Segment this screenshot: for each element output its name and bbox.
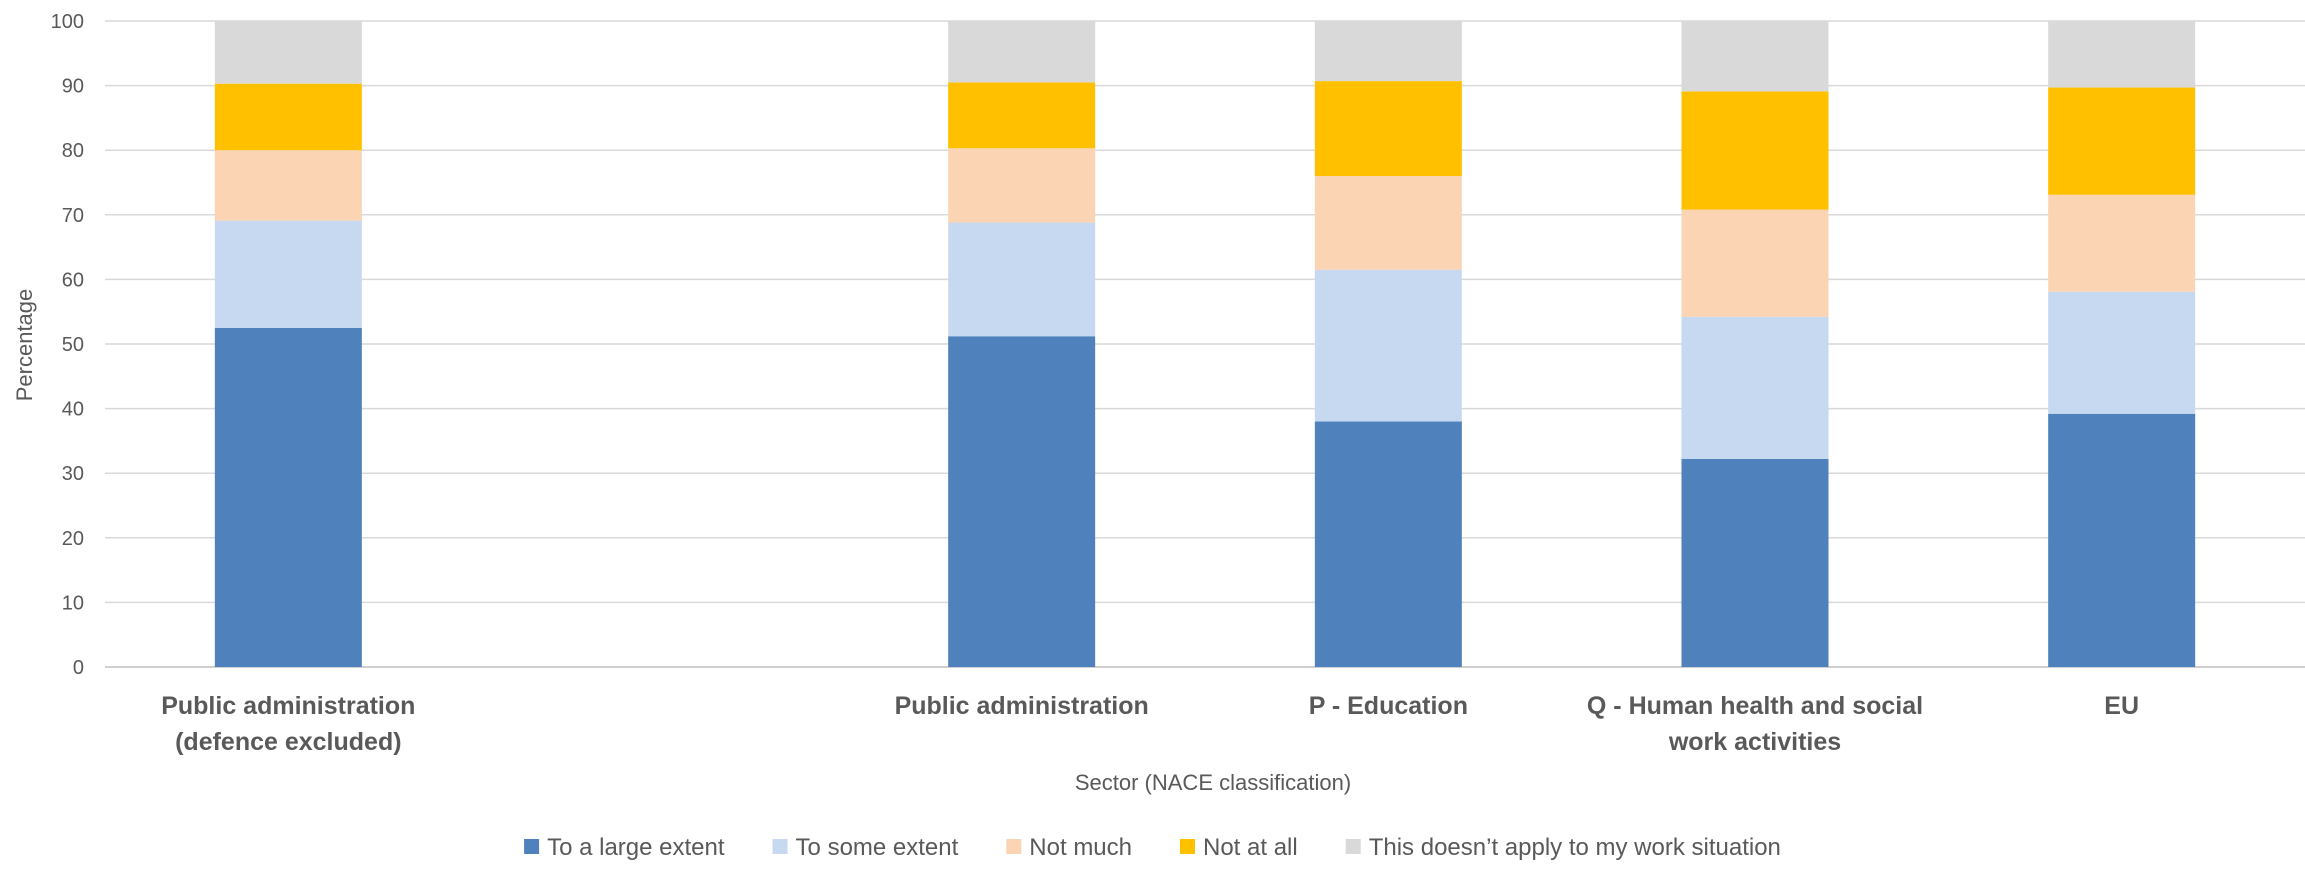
legend-label: Not much bbox=[1029, 834, 1132, 861]
bar-segment bbox=[1315, 176, 1462, 270]
bar-segment bbox=[215, 21, 362, 84]
x-axis-title: Sector (NACE classification) bbox=[1075, 770, 1351, 795]
bar-segment bbox=[2048, 292, 2195, 414]
bar-segment bbox=[1682, 21, 1829, 91]
x-category-label: EU bbox=[2104, 692, 2139, 720]
bar-segment bbox=[1315, 81, 1462, 176]
bar-segment bbox=[2048, 414, 2195, 667]
bar-segment bbox=[1682, 210, 1829, 317]
bar-segment bbox=[948, 223, 1095, 337]
y-tick-label: 40 bbox=[62, 399, 84, 421]
bar-segment bbox=[948, 21, 1095, 82]
legend-swatch bbox=[524, 839, 539, 854]
y-tick-label: 0 bbox=[73, 657, 84, 679]
bar-segment bbox=[1315, 21, 1462, 81]
y-tick-label: 30 bbox=[62, 463, 84, 485]
x-category-label: P - Education bbox=[1309, 692, 1468, 720]
y-tick-label: 80 bbox=[62, 140, 84, 162]
gridlines bbox=[105, 21, 2305, 667]
legend-swatch bbox=[1180, 839, 1195, 854]
y-tick-label: 70 bbox=[62, 205, 84, 227]
bar-segment bbox=[948, 148, 1095, 222]
legend: To a large extent To some extent Not much N… bbox=[524, 834, 1781, 861]
y-tick-label: 100 bbox=[51, 11, 84, 33]
bar-segment bbox=[1682, 459, 1829, 667]
y-tick-label: 20 bbox=[62, 528, 84, 550]
bar-segment bbox=[215, 328, 362, 667]
x-category-label: Public administration (defence excluded) bbox=[161, 692, 415, 756]
bar-segment bbox=[1315, 422, 1462, 667]
legend-swatch bbox=[1346, 839, 1361, 854]
legend-label: This doesn’t apply to my work situation bbox=[1369, 834, 1781, 861]
bar-segment bbox=[2048, 88, 2195, 195]
legend-label: Not at all bbox=[1203, 834, 1298, 861]
bar-segment bbox=[215, 150, 362, 220]
legend-swatch bbox=[773, 839, 788, 854]
legend-swatch bbox=[1006, 839, 1021, 854]
bar-segment bbox=[215, 221, 362, 328]
y-axis-title: Percentage bbox=[12, 289, 37, 402]
bar-segment bbox=[2048, 21, 2195, 88]
y-tick-label: 10 bbox=[62, 592, 84, 614]
bar-segment bbox=[948, 336, 1095, 667]
legend-label: To some extent bbox=[796, 834, 959, 861]
bar-segment bbox=[948, 82, 1095, 148]
bar-segment bbox=[2048, 195, 2195, 292]
bar-segment bbox=[1682, 91, 1829, 209]
bar-segment bbox=[215, 84, 362, 151]
bar-segment bbox=[1315, 270, 1462, 422]
y-tick-label: 60 bbox=[62, 269, 84, 291]
y-tick-label: 90 bbox=[62, 76, 84, 98]
x-category-label: Public administration bbox=[895, 692, 1149, 720]
x-category-label: Q - Human health and social work activiti… bbox=[1587, 692, 1923, 756]
legend-label: To a large extent bbox=[547, 834, 725, 861]
bar-segment bbox=[1682, 317, 1829, 459]
y-tick-label: 50 bbox=[62, 334, 84, 356]
